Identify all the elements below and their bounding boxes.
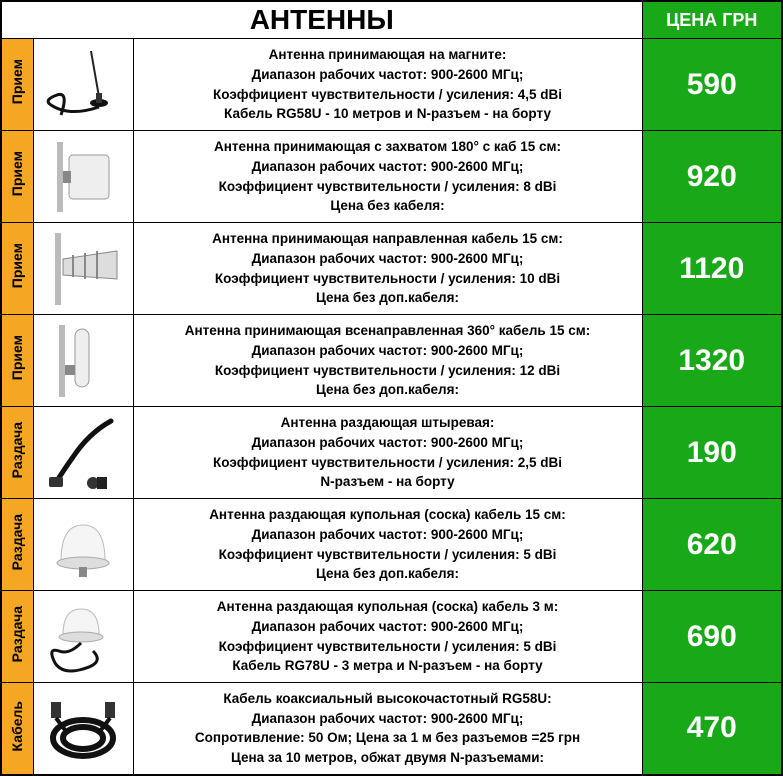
desc-line: Коэффициент чувствительности / усиления:… <box>140 453 636 473</box>
description-cell: Антенна принимающая всенаправленная 360°… <box>133 315 642 407</box>
desc-line: Диапазон рабочих частот: 900-2600 МГц; <box>140 525 636 545</box>
category-cell: Прием <box>1 315 33 407</box>
category-label: Прием <box>9 331 25 384</box>
desc-line: Диапазон рабочих частот: 900-2600 МГц; <box>140 341 636 361</box>
desc-line: Диапазон рабочих частот: 900-2600 МГц; <box>140 65 636 85</box>
desc-line: Антенна раздающая купольная (соска) кабе… <box>140 597 636 617</box>
description-cell: Кабель коаксиальный высокочастотный RG58… <box>133 683 642 775</box>
desc-line: Антенна принимающая направленная кабель … <box>140 229 636 249</box>
desc-line: Цена без кабеля: <box>140 196 636 216</box>
desc-line: Антенна принимающая с захватом 180° с ка… <box>140 137 636 157</box>
desc-line: Антенна принимающая на магните: <box>140 45 636 65</box>
desc-line: Антенна принимающая всенаправленная 360°… <box>140 321 636 341</box>
category-cell: Прием <box>1 39 33 131</box>
desc-line: Коэффициент чувствительности / усиления:… <box>140 177 636 197</box>
whip-antenna-icon <box>39 413 127 493</box>
price-cell: 590 <box>642 39 782 131</box>
product-image <box>33 683 133 775</box>
category-cell: Прием <box>1 131 33 223</box>
table-row: Раздача Антенна раздающая штыревая: Диап… <box>1 407 782 499</box>
price-cell: 470 <box>642 683 782 775</box>
category-label: Кабель <box>9 697 25 755</box>
desc-line: Цена без доп.кабеля: <box>140 564 636 584</box>
desc-line: Цена без доп.кабеля: <box>140 288 636 308</box>
price-cell: 690 <box>642 591 782 683</box>
category-cell: Кабель <box>1 683 33 775</box>
desc-line: Диапазон рабочих частот: 900-2600 МГц; <box>140 249 636 269</box>
description-cell: Антенна принимающая с захватом 180° с ка… <box>133 131 642 223</box>
table-row: Кабель Кабель коаксиальный высокочастотн… <box>1 683 782 775</box>
product-image <box>33 131 133 223</box>
table-row: Прием Антенна принимающая на магните: Ди… <box>1 39 782 131</box>
description-cell: Антенна раздающая купольная (соска) кабе… <box>133 499 642 591</box>
desc-line: Коэффициент чувствительности / усиления:… <box>140 637 636 657</box>
desc-line: Кабель коаксиальный высокочастотный RG58… <box>140 689 636 709</box>
description-cell: Антенна раздающая штыревая: Диапазон раб… <box>133 407 642 499</box>
desc-line: Цена без доп.кабеля: <box>140 380 636 400</box>
desc-line: Коэффициент чувствительности / усиления:… <box>140 85 636 105</box>
table-title: АНТЕННЫ <box>1 1 642 39</box>
desc-line: Антенна раздающая купольная (соска) кабе… <box>140 505 636 525</box>
desc-line: Кабель RG78U - 3 метра и N-разъем - на б… <box>140 656 636 676</box>
table-row: Прием Антенна принимающая с захватом 180… <box>1 131 782 223</box>
table-row: Прием Антенна принимающая направленная к… <box>1 223 782 315</box>
desc-line: Коэффициент чувствительности / усиления:… <box>140 361 636 381</box>
category-label: Прием <box>9 239 25 292</box>
category-label: Прием <box>9 55 25 108</box>
category-label: Раздача <box>9 602 25 666</box>
header-row: АНТЕННЫ ЦЕНА ГРН <box>1 1 782 39</box>
price-header: ЦЕНА ГРН <box>642 1 782 39</box>
product-image <box>33 407 133 499</box>
category-label: Раздача <box>9 510 25 574</box>
category-cell: Раздача <box>1 591 33 683</box>
desc-line: Диапазон рабочих частот: 900-2600 МГц; <box>140 617 636 637</box>
panel-antenna-icon <box>39 137 127 217</box>
product-image <box>33 39 133 131</box>
desc-line: Коэффициент чувствительности / усиления:… <box>140 269 636 289</box>
directional-antenna-icon <box>39 229 127 309</box>
price-cell: 190 <box>642 407 782 499</box>
category-label: Раздача <box>9 418 25 482</box>
category-cell: Раздача <box>1 499 33 591</box>
antenna-price-table: АНТЕННЫ ЦЕНА ГРН Прием Антенна принимающ… <box>0 0 783 776</box>
desc-line: Диапазон рабочих частот: 900-2600 МГц; <box>140 157 636 177</box>
price-cell: 1120 <box>642 223 782 315</box>
product-image <box>33 499 133 591</box>
description-cell: Антенна раздающая купольная (соска) кабе… <box>133 591 642 683</box>
desc-line: Кабель RG58U - 10 метров и N-разъем - на… <box>140 104 636 124</box>
dome-cable-antenna-icon <box>39 597 127 677</box>
desc-line: Диапазон рабочих частот: 900-2600 МГц; <box>140 709 636 729</box>
product-image <box>33 315 133 407</box>
desc-line: N-разъем - на борту <box>140 472 636 492</box>
coax-cable-icon <box>39 688 127 768</box>
desc-line: Антенна раздающая штыревая: <box>140 413 636 433</box>
product-image <box>33 223 133 315</box>
magnet-antenna-icon <box>39 45 127 125</box>
desc-line: Сопротивление: 50 Ом; Цена за 1 м без ра… <box>140 728 636 748</box>
category-label: Прием <box>9 147 25 200</box>
table-row: Прием Антенна принимающая всенаправленна… <box>1 315 782 407</box>
table-row: Раздача Антенна раздающая купольная (сос… <box>1 591 782 683</box>
table-row: Раздача Антенна раздающая купольная (сос… <box>1 499 782 591</box>
category-cell: Раздача <box>1 407 33 499</box>
dome-antenna-icon <box>39 505 127 585</box>
desc-line: Цена за 10 метров, обжат двумя N-разъема… <box>140 748 636 768</box>
omni-antenna-icon <box>39 321 127 401</box>
category-cell: Прием <box>1 223 33 315</box>
price-cell: 1320 <box>642 315 782 407</box>
product-image <box>33 591 133 683</box>
description-cell: Антенна принимающая направленная кабель … <box>133 223 642 315</box>
desc-line: Коэффициент чувствительности / усиления:… <box>140 545 636 565</box>
description-cell: Антенна принимающая на магните: Диапазон… <box>133 39 642 131</box>
desc-line: Диапазон рабочих частот: 900-2600 МГц; <box>140 433 636 453</box>
price-cell: 920 <box>642 131 782 223</box>
price-cell: 620 <box>642 499 782 591</box>
